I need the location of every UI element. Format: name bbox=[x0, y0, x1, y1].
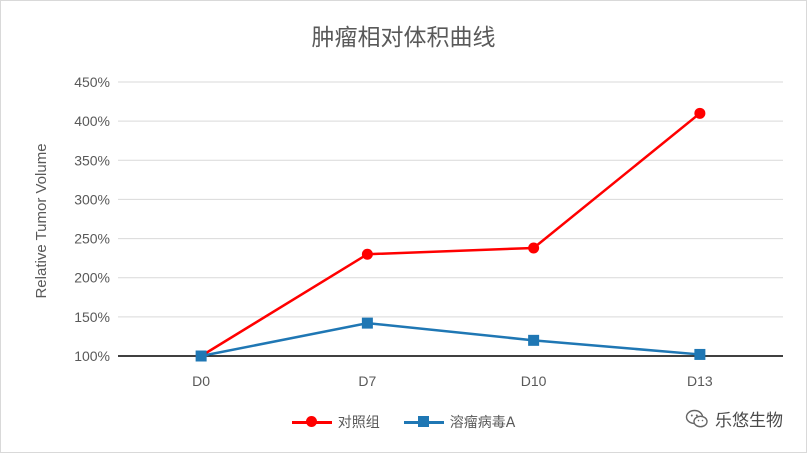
legend-swatch-oncolytic-virus bbox=[403, 415, 444, 429]
data-point bbox=[528, 334, 540, 346]
data-point bbox=[195, 350, 207, 362]
y-tick-label: 250% bbox=[74, 231, 110, 247]
legend-item-control: 对照组 bbox=[291, 412, 380, 432]
watermark: 乐悠生物 bbox=[685, 406, 783, 431]
y-axis-title: Relative Tumor Volume bbox=[33, 143, 50, 298]
x-tick-label: D7 bbox=[358, 373, 376, 389]
chart-title: 肿瘤相对体积曲线 bbox=[311, 25, 496, 51]
data-point bbox=[361, 317, 373, 329]
series-line-1 bbox=[200, 321, 700, 358]
y-tick-label: 400% bbox=[74, 113, 110, 129]
y-tick-label: 100% bbox=[74, 348, 110, 364]
y-tick-label: 450% bbox=[74, 74, 110, 90]
y-tick-label: 300% bbox=[74, 191, 110, 207]
legend: 对照组 溶瘤病毒A bbox=[0, 410, 807, 434]
series-line-0 bbox=[200, 112, 701, 358]
legend-label-oncolytic-virus: 溶瘤病毒A bbox=[449, 415, 516, 431]
data-point bbox=[694, 348, 706, 360]
data-point bbox=[361, 248, 373, 260]
data-point bbox=[528, 242, 540, 254]
legend-swatch-control bbox=[291, 415, 332, 429]
y-tick-label: 200% bbox=[74, 270, 110, 286]
x-tick-label: D0 bbox=[192, 373, 210, 389]
wechat-icon bbox=[685, 409, 708, 427]
legend-item-oncolytic-virus: 溶瘤病毒A bbox=[403, 412, 516, 432]
y-tick-label: 150% bbox=[74, 309, 110, 325]
data-point bbox=[694, 107, 706, 119]
x-tick-label: D10 bbox=[521, 373, 547, 389]
watermark-text: 乐悠生物 bbox=[715, 411, 783, 431]
y-tick-label: 350% bbox=[74, 152, 110, 168]
x-tick-label: D13 bbox=[687, 373, 713, 389]
legend-label-control: 对照组 bbox=[337, 415, 380, 431]
